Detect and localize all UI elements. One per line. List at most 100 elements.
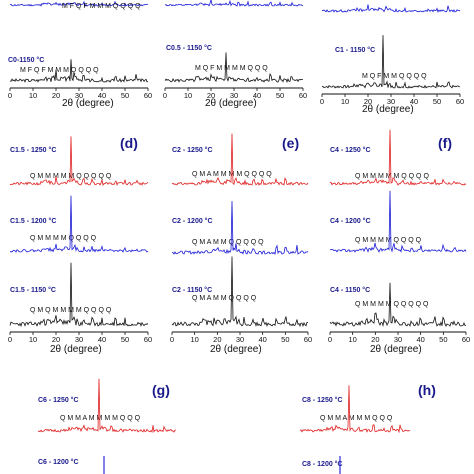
x-tick-label: 60 xyxy=(299,91,307,100)
x-tick-label: 0 xyxy=(8,91,12,100)
trace-e-1150 xyxy=(171,256,309,328)
x-tick-label: 50 xyxy=(276,91,284,100)
trace-a xyxy=(9,59,149,83)
trace-d-1200 xyxy=(9,195,149,253)
panel-b: C0.5 - 1150 °C M Q F M M M M Q Q Q 0 10 20… xyxy=(163,0,307,109)
x-ticks-a: 0 10 20 30 40 50 60 xyxy=(8,88,152,100)
peak-labels-f-1250: Q M M M M M Q Q Q Q xyxy=(355,173,429,180)
panel-c: C1 - 1150 °C M Q F M M Q Q Q Q 0 10 20 30 40… xyxy=(320,4,464,115)
x-ticks-d: 0 10 20 30 40 50 60 xyxy=(8,332,152,344)
panel-e: (e) C2 - 1250 °C Q M A M M M M Q Q Q Q C… xyxy=(170,133,312,355)
x-ticks-c: 0 10 20 30 40 50 60 xyxy=(320,94,464,106)
trace-b xyxy=(164,52,304,84)
peak-labels-f-1150: Q M M M M Q Q Q Q Q xyxy=(355,301,429,308)
x-tick-label: 10 xyxy=(348,335,356,344)
x-axis-label-d: 2θ (degree) xyxy=(50,344,102,355)
trace-label-a: C0-1150 °C xyxy=(8,56,44,64)
x-tick-label: 50 xyxy=(433,97,441,106)
x-axis-label-f: 2θ (degree) xyxy=(370,344,422,355)
peak-labels-e-1150: Q M A M M Q Q Q Q xyxy=(192,295,257,302)
panel-f: (f) C4 - 1250 °C Q M M M M M Q Q Q Q C4 … xyxy=(328,129,470,355)
x-tick-label: 10 xyxy=(184,91,192,100)
trace-label-d-1200: C1.5 - 1200 °C xyxy=(10,217,56,225)
trace-label-c: C1 - 1150 °C xyxy=(335,46,375,54)
x-tick-label: 10 xyxy=(29,91,37,100)
x-tick-label: 0 xyxy=(170,335,174,344)
trace-label-d-1250: C1.5 - 1250 °C xyxy=(10,146,56,154)
x-tick-label: 40 xyxy=(253,91,261,100)
x-tick-label: 30 xyxy=(394,335,402,344)
x-tick-label: 10 xyxy=(29,335,37,344)
peak-labels-g-1250: Q M M A M M M M Q Q Q xyxy=(60,415,141,422)
trace-label-e-1250: C2 - 1250 °C xyxy=(172,146,213,154)
panel-label-d: (d) xyxy=(120,135,138,151)
panel-label-h: (h) xyxy=(418,382,436,398)
x-tick-label: 20 xyxy=(371,335,379,344)
x-tick-label: 50 xyxy=(121,91,129,100)
x-tick-label: 50 xyxy=(281,335,289,344)
x-tick-label: 30 xyxy=(387,97,395,106)
x-axis-label-e: 2θ (degree) xyxy=(210,344,262,355)
trace-f-1150 xyxy=(329,282,467,327)
trace-d-1250 xyxy=(9,136,149,186)
x-axis-label-c: 2θ (degree) xyxy=(362,104,414,115)
peak-labels-d-1250: Q M M M M M Q Q Q Q Q xyxy=(30,173,112,180)
x-tick-label: 20 xyxy=(52,335,60,344)
trace-b-top xyxy=(164,0,304,7)
trace-label-e-1150: C2 - 1150 °C xyxy=(172,286,212,294)
trace-label-f-1150: C4 - 1150 °C xyxy=(330,286,370,294)
x-tick-label: 30 xyxy=(75,335,83,344)
peak-labels-b: M Q F M M M M Q Q Q xyxy=(195,65,268,72)
x-tick-label: 40 xyxy=(410,97,418,106)
x-tick-label: 30 xyxy=(230,91,238,100)
trace-h-1250 xyxy=(299,385,411,434)
trace-d-1150 xyxy=(9,262,149,328)
x-tick-label: 0 xyxy=(163,91,167,100)
x-tick-label: 10 xyxy=(190,335,198,344)
trace-e-1250 xyxy=(171,133,309,186)
peak-labels-a-top: M F Q F M M M Q Q Q Q xyxy=(62,3,141,10)
trace-c xyxy=(321,35,461,89)
peak-labels-c: M Q F M M Q Q Q Q xyxy=(362,73,427,80)
trace-g-1250 xyxy=(37,378,177,433)
x-tick-label: 60 xyxy=(144,91,152,100)
x-ticks-b: 0 10 20 30 40 50 60 xyxy=(163,88,307,100)
panel-label-e: (e) xyxy=(282,135,299,151)
panel-label-g: (g) xyxy=(152,382,170,398)
trace-f-1250 xyxy=(329,129,467,186)
x-tick-label: 10 xyxy=(341,97,349,106)
x-tick-label: 20 xyxy=(364,97,372,106)
trace-label-h-1200: C8 - 1200 °C xyxy=(302,460,343,468)
trace-label-d-1150: C1.5 - 1150 °C xyxy=(10,286,56,294)
trace-label-f-1200: C4 - 1200 °C xyxy=(330,217,371,225)
x-tick-label: 60 xyxy=(144,335,152,344)
x-tick-label: 40 xyxy=(98,91,106,100)
x-tick-label: 20 xyxy=(52,91,60,100)
trace-label-g-1250: C6 - 1250 °C xyxy=(38,396,79,404)
trace-label-h-1250: C8 - 1250 °C xyxy=(302,396,343,404)
x-tick-label: 60 xyxy=(456,97,464,106)
peak-labels-d-1150: Q M Q M M M M Q Q Q Q xyxy=(30,307,112,314)
peak-labels-a: M F Q F M M M Q Q Q Q xyxy=(20,67,99,74)
x-tick-label: 40 xyxy=(416,335,424,344)
x-tick-label: 60 xyxy=(462,335,470,344)
x-axis-label-a: 2θ (degree) xyxy=(62,98,114,109)
x-tick-label: 40 xyxy=(258,335,266,344)
trace-e-1200 xyxy=(171,201,309,255)
peak-labels-h-1250: Q M M A M M M Q Q Q xyxy=(320,415,393,422)
trace-label-f-1250: C4 - 1250 °C xyxy=(330,146,371,154)
peak-labels-d-1200: Q M M M M Q Q Q Q xyxy=(30,235,97,242)
x-tick-label: 0 xyxy=(328,335,332,344)
peak-labels-e-1250: Q M A M M M M Q Q Q Q xyxy=(192,171,272,178)
panel-label-f: (f) xyxy=(438,135,452,151)
trace-a-top xyxy=(9,0,149,7)
x-tick-label: 50 xyxy=(121,335,129,344)
x-tick-label: 50 xyxy=(439,335,447,344)
trace-f-1200 xyxy=(329,190,467,253)
trace-label-g-1200: C6 - 1200 °C xyxy=(38,458,79,466)
x-tick-label: 0 xyxy=(320,97,324,106)
x-tick-label: 40 xyxy=(98,335,106,344)
trace-c-top xyxy=(321,4,461,13)
panel-g: (g) C6 - 1250 °C Q M M A M M M M Q Q Q C… xyxy=(37,378,177,474)
